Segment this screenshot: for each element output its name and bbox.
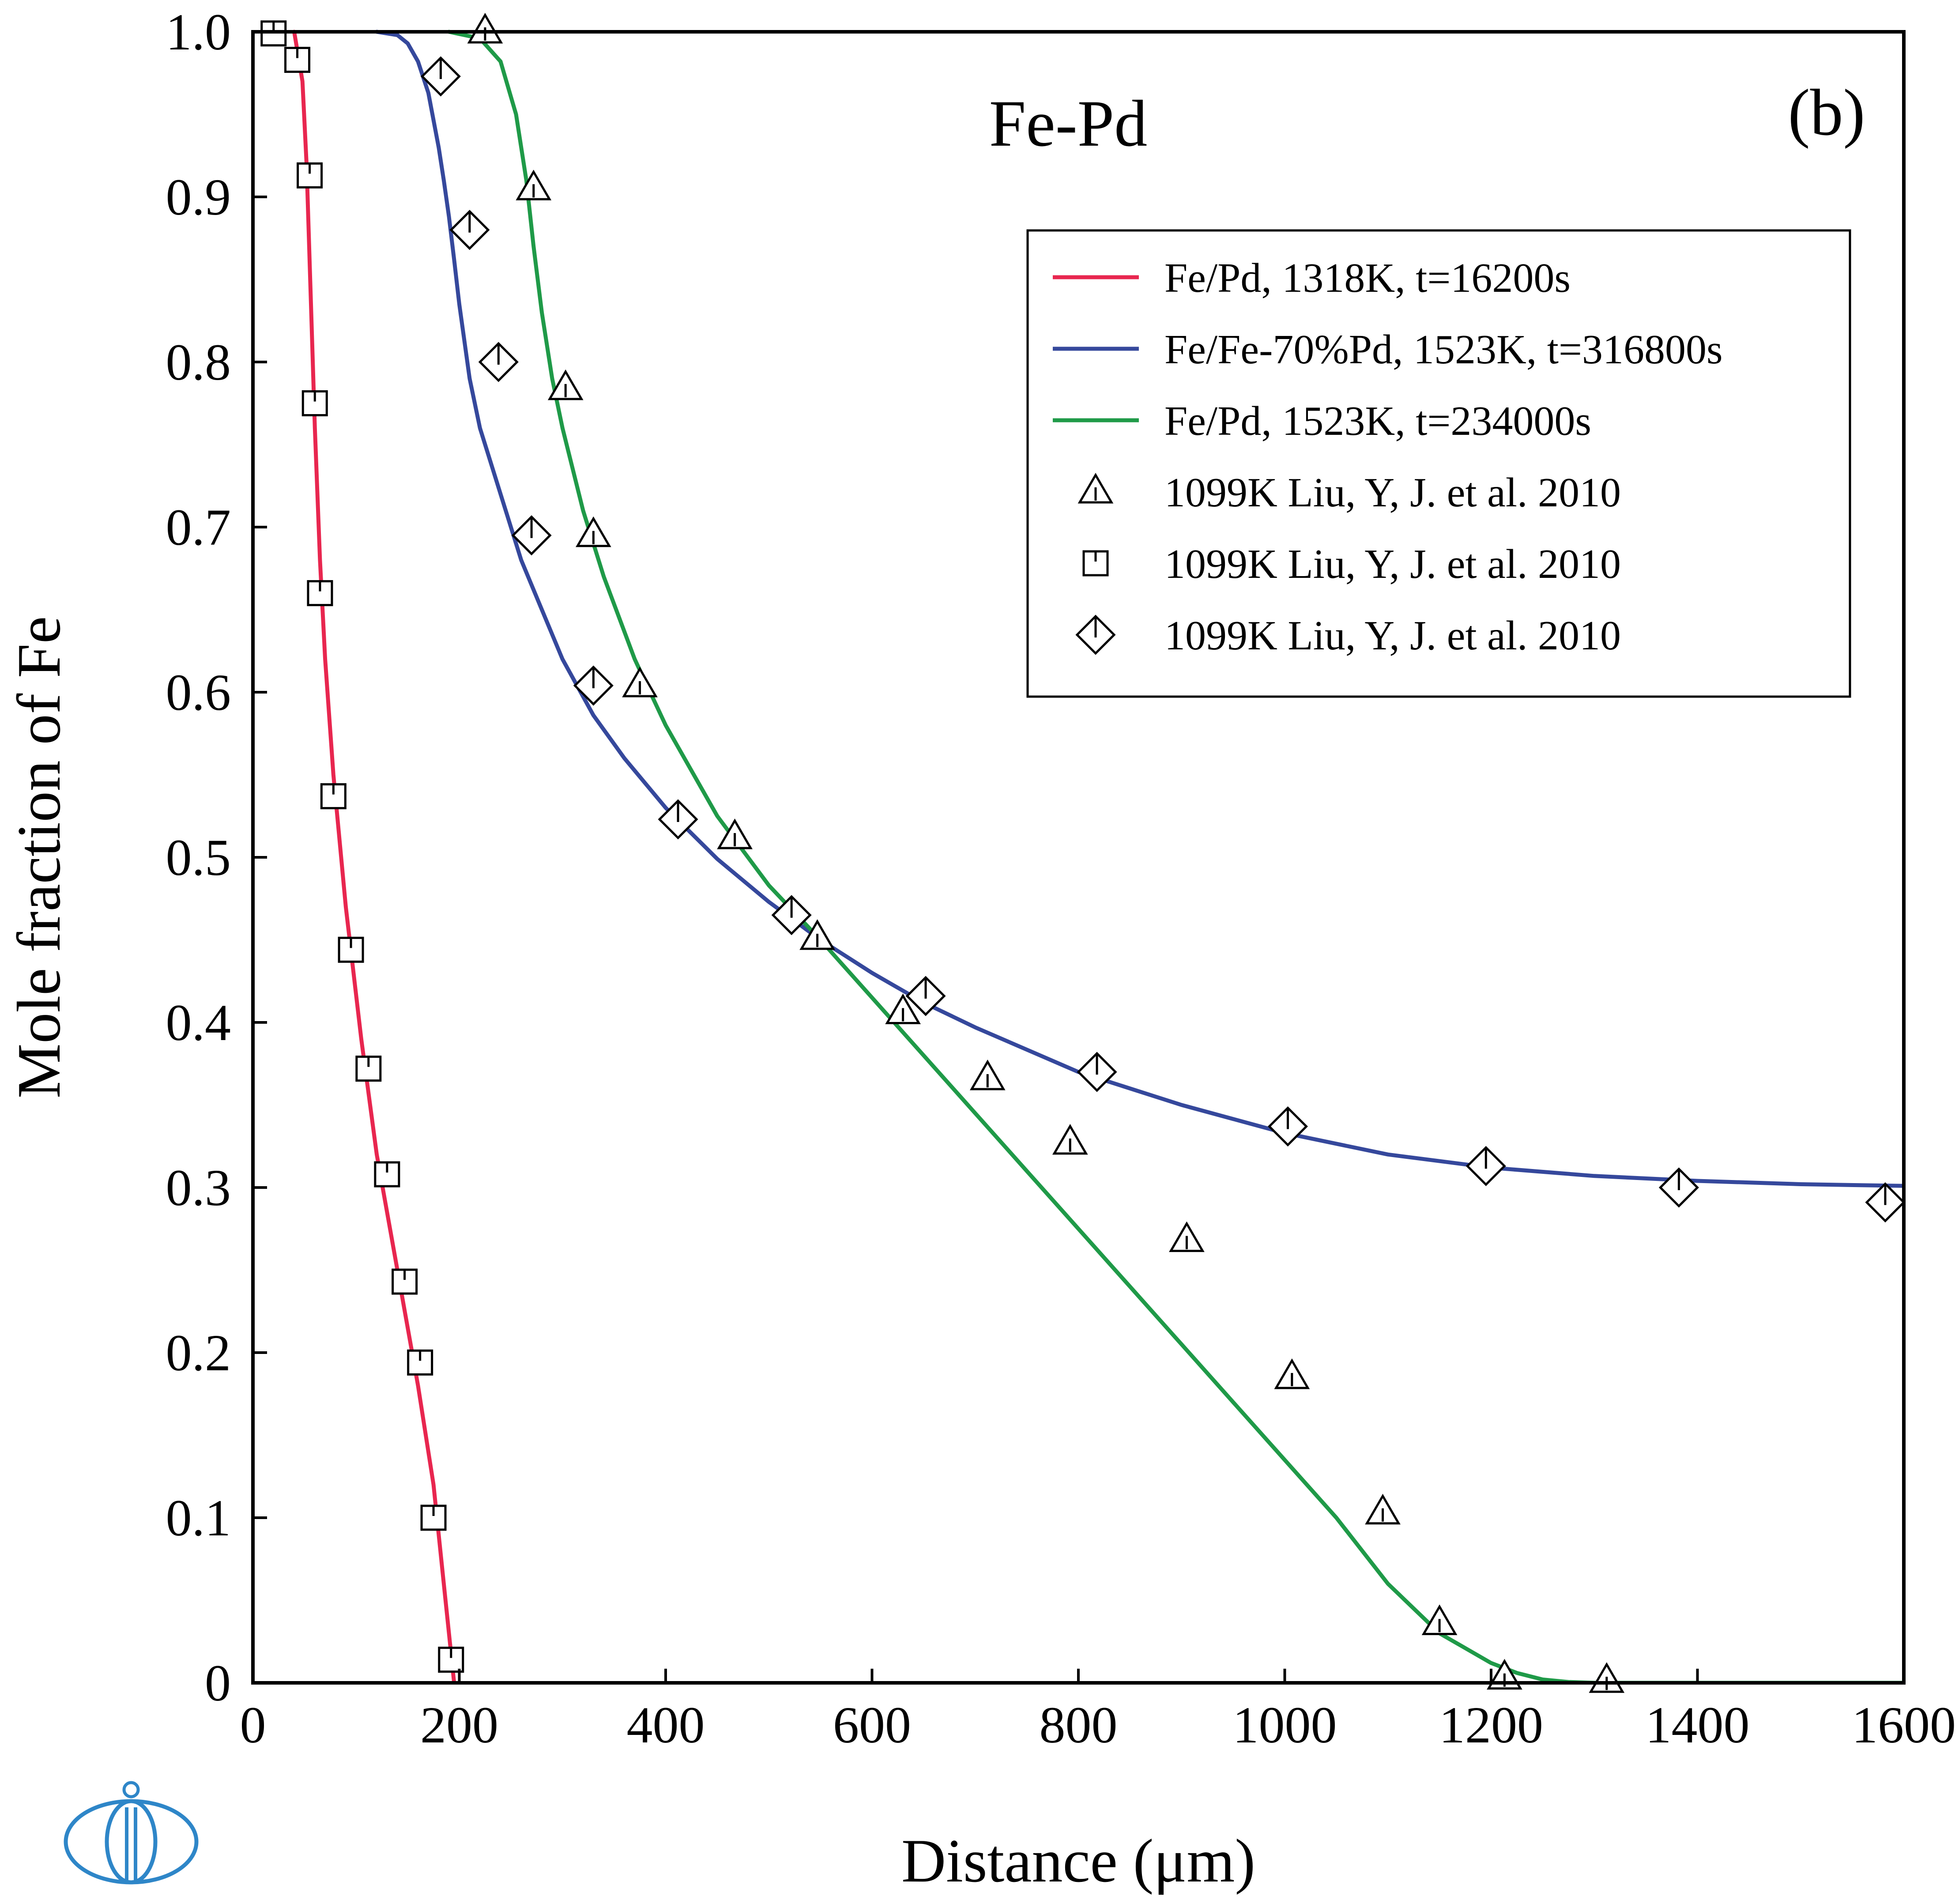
data-point-triangle-2 <box>547 369 584 400</box>
data-point-diamond-3 <box>511 515 552 556</box>
logo-dot <box>122 1781 140 1798</box>
data-point-square-2 <box>297 162 323 189</box>
data-point-square-4 <box>307 580 333 607</box>
x-tick-label-2: 400 <box>627 1696 705 1754</box>
y-axis-title: Mole fraction of Fe <box>5 616 73 1098</box>
y-tick-label-0: 0 <box>205 1654 231 1712</box>
data-point-triangle-4 <box>622 667 658 698</box>
y-tick-label-4: 0.4 <box>166 994 231 1052</box>
x-tick-label-1: 200 <box>420 1696 498 1754</box>
x-tick-label-3: 600 <box>833 1696 911 1754</box>
data-point-square-5 <box>320 783 347 810</box>
y-tick-label-6: 0.6 <box>166 664 231 721</box>
legend-item-1: Fe/Fe-70%Pd, 1523K, t=316800s <box>1053 327 1723 373</box>
data-point-diamond-0 <box>420 56 461 97</box>
legend-label-0: Fe/Pd, 1318K, t=16200s <box>1164 255 1571 301</box>
legend-marker-5 <box>1075 615 1116 655</box>
y-tick-label-3: 0.3 <box>166 1159 231 1217</box>
data-point-diamond-1 <box>449 210 490 250</box>
y-tick-label-7: 0.7 <box>166 498 231 556</box>
data-point-triangle-3 <box>576 516 611 547</box>
data-point-triangle-1 <box>516 170 552 200</box>
data-point-diamond-11 <box>1658 1167 1699 1208</box>
legend-item-2: Fe/Pd, 1523K, t=234000s <box>1053 398 1591 444</box>
series-line-0 <box>292 30 456 1683</box>
data-point-triangle-9 <box>1052 1124 1088 1155</box>
y-tick-label-8: 0.8 <box>166 333 231 391</box>
x-tick-label-7: 1400 <box>1646 1696 1750 1754</box>
x-tick-label-6: 1200 <box>1439 1696 1543 1754</box>
y-tick-label-5: 0.5 <box>166 829 231 886</box>
legend-label-2: Fe/Pd, 1523K, t=234000s <box>1164 398 1591 444</box>
data-point-square-12 <box>438 1647 464 1673</box>
logo-inner-ellipse <box>105 1799 158 1885</box>
y-tick-label-1: 0.1 <box>166 1489 231 1547</box>
data-point-diamond-2 <box>478 342 519 382</box>
legend-marker-3 <box>1077 473 1114 504</box>
legend-item-4: 1099K Liu, Y, J. et al. 2010 <box>1082 541 1621 587</box>
legend: Fe/Pd, 1318K, t=16200s Fe/Fe-70%Pd, 1523K… <box>1026 229 1851 698</box>
legend-label-5: 1099K Liu, Y, J. et al. 2010 <box>1164 613 1621 659</box>
panel-label: (b) <box>1788 76 1865 149</box>
legend-label-4: 1099K Liu, Y, J. et al. 2010 <box>1164 541 1621 587</box>
data-point-diamond-4 <box>573 665 614 706</box>
data-point-triangle-6 <box>799 919 835 950</box>
ticks-layer <box>252 30 1905 1684</box>
data-point-square-3 <box>301 390 328 416</box>
x-axis-title: Distance (μm) <box>901 1827 1255 1895</box>
data-point-square-7 <box>355 1056 382 1082</box>
data-point-diamond-10 <box>1465 1146 1506 1186</box>
data-point-diamond-7 <box>905 976 946 1016</box>
data-point-square-8 <box>374 1161 400 1188</box>
data-point-square-1 <box>284 47 311 73</box>
data-point-triangle-5 <box>717 818 753 849</box>
legend-marker-4 <box>1082 550 1109 577</box>
data-point-diamond-9 <box>1267 1106 1308 1147</box>
publisher-logo <box>64 1781 199 1885</box>
legend-box <box>1026 229 1851 698</box>
legend-item-3: 1099K Liu, Y, J. et al. 2010 <box>1077 470 1621 516</box>
y-tick-label-10: 1.0 <box>166 3 231 61</box>
y-tick-label-9: 0.9 <box>166 168 231 226</box>
data-point-triangle-15 <box>1589 1662 1625 1693</box>
markers-layer <box>260 13 1906 1693</box>
series-line-1 <box>375 30 1904 1188</box>
data-point-diamond-6 <box>771 895 812 935</box>
data-point-triangle-7 <box>885 993 921 1025</box>
x-tick-label-5: 1000 <box>1233 1696 1337 1754</box>
data-point-triangle-8 <box>969 1059 1006 1090</box>
data-point-diamond-8 <box>1077 1052 1117 1092</box>
data-point-diamond-5 <box>658 799 698 840</box>
data-point-square-6 <box>338 936 364 963</box>
data-point-triangle-12 <box>1365 1493 1401 1525</box>
legend-items: Fe/Pd, 1318K, t=16200s Fe/Fe-70%Pd, 1523K… <box>1053 255 1723 659</box>
panel-title: Fe-Pd <box>989 87 1147 160</box>
legend-item-0: Fe/Pd, 1318K, t=16200s <box>1053 255 1571 301</box>
data-point-square-10 <box>407 1349 433 1376</box>
legend-label-1: Fe/Fe-70%Pd, 1523K, t=316800s <box>1164 327 1723 373</box>
x-tick-label-0: 0 <box>240 1696 266 1754</box>
y-tick-label-2: 0.2 <box>166 1324 231 1382</box>
data-point-square-9 <box>392 1268 418 1295</box>
legend-item-5: 1099K Liu, Y, J. et al. 2010 <box>1075 613 1621 659</box>
tick-labels-layer: 0 200 400 600 800 1000 1200 1400 1600 0 0.1 0.2 0.3 0… <box>166 3 1956 1754</box>
data-point-triangle-0 <box>467 13 503 44</box>
x-tick-label-4: 800 <box>1040 1696 1118 1754</box>
legend-label-3: 1099K Liu, Y, J. et al. 2010 <box>1164 470 1621 516</box>
data-point-diamond-12 <box>1865 1182 1906 1223</box>
data-point-triangle-10 <box>1169 1221 1205 1252</box>
data-point-triangle-11 <box>1274 1358 1310 1389</box>
data-point-square-11 <box>420 1504 447 1531</box>
series-line-2 <box>447 30 1904 1683</box>
data-point-triangle-13 <box>1421 1604 1458 1635</box>
logo-outer-ellipse <box>64 1799 199 1885</box>
x-tick-label-8: 1600 <box>1852 1696 1956 1754</box>
